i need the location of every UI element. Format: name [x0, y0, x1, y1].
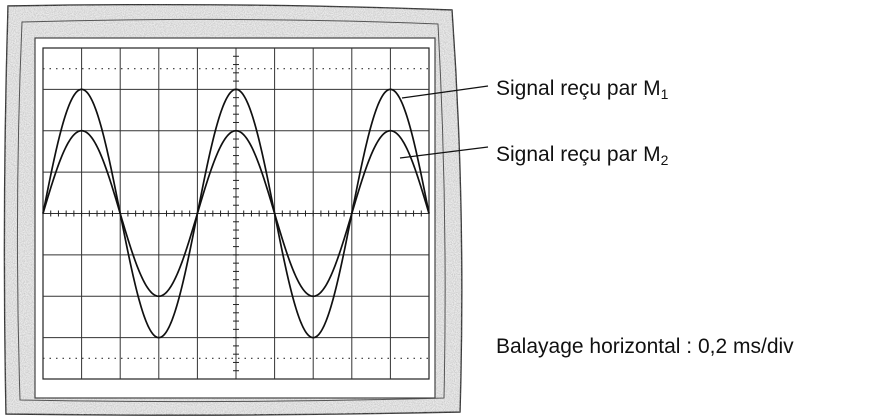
- sweep-rate-label: Balayage horizontal : 0,2 ms/div: [496, 335, 794, 358]
- label-leaders: [399, 85, 489, 159]
- signal-curve-m1: [42, 88, 430, 339]
- signal-curve-m2: [42, 129, 430, 298]
- signal-curves: [42, 88, 430, 339]
- signal-m1-subscript: 1: [660, 86, 669, 102]
- signal-m1-label: Signal reçu par M1: [496, 77, 669, 102]
- signal-m2-subscript: 2: [660, 152, 669, 168]
- leader-line-m1: [401, 85, 489, 99]
- oscilloscope-screen: [34, 37, 436, 399]
- leader-line-m2: [399, 146, 489, 159]
- signal-m2-label: Signal reçu par M2: [496, 143, 669, 168]
